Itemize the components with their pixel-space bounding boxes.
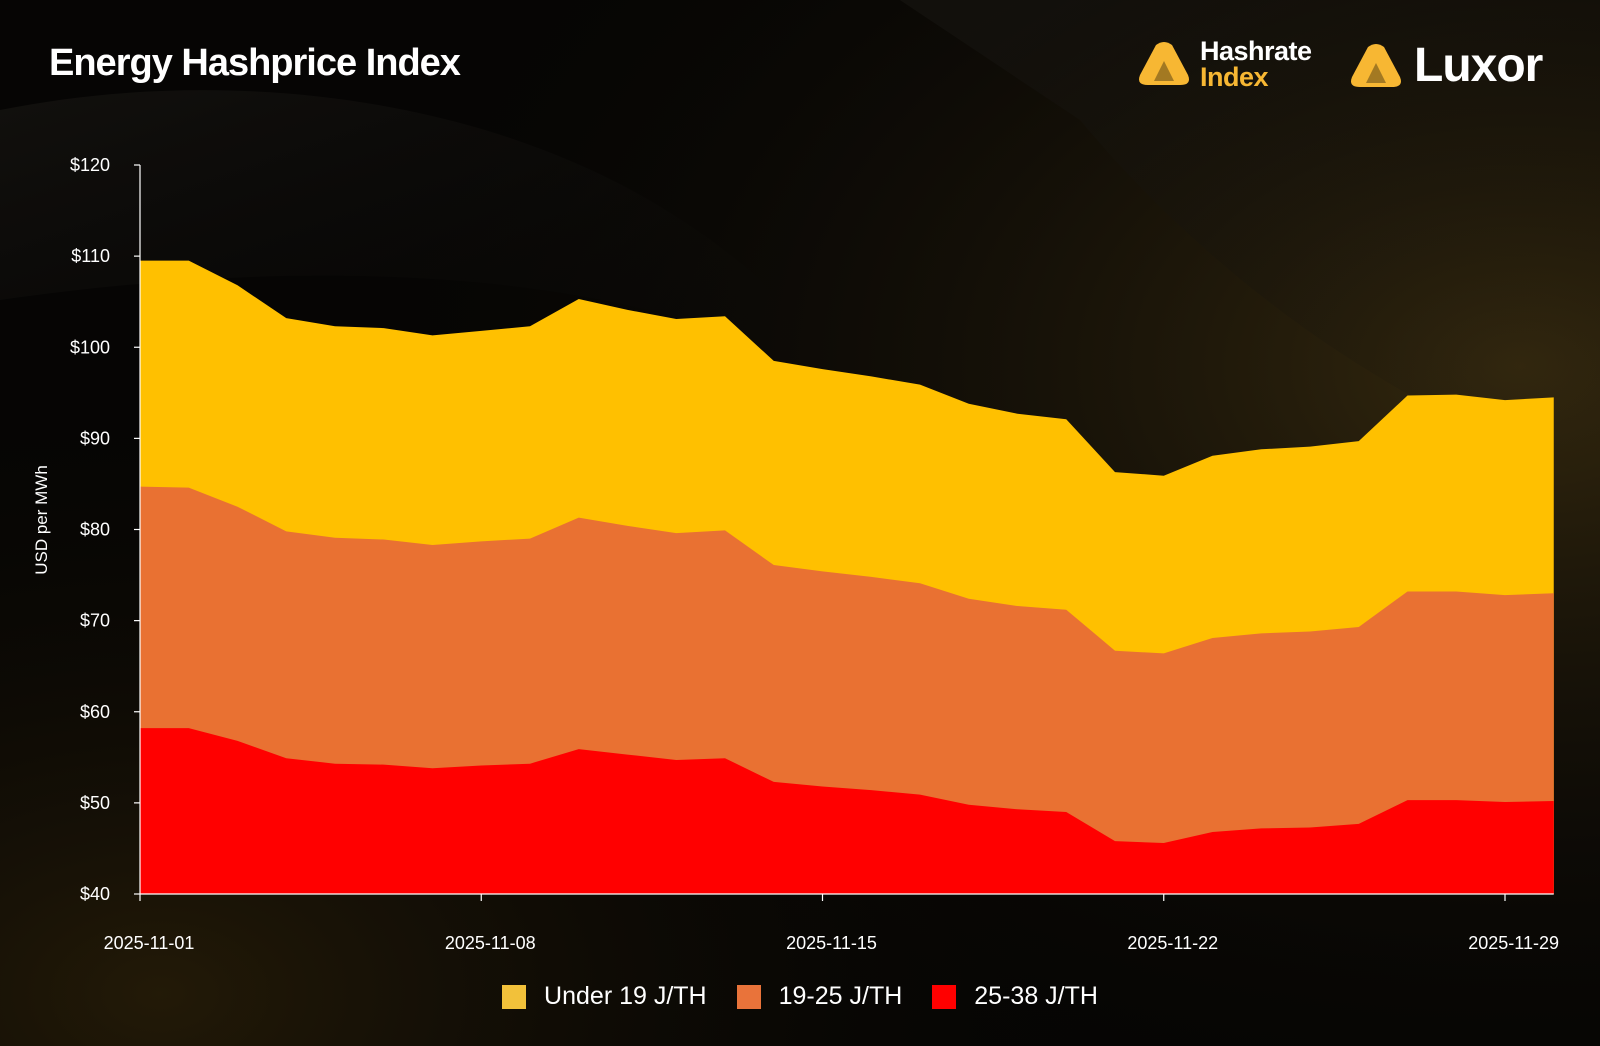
page-title: Energy Hashprice Index (49, 42, 461, 84)
legend-label: Under 19 J/TH (544, 982, 707, 1010)
x-tick-label: 2025-11-15 (786, 933, 877, 953)
y-axis-label: USD per MWh (32, 465, 51, 575)
legend-label: 19-25 J/TH (778, 982, 903, 1010)
x-tick-label: 2025-11-01 (104, 933, 195, 953)
hashrate-index-logo: Hashrate Index (1138, 36, 1312, 92)
luxor-logo: Luxor (1350, 38, 1543, 93)
chart-legend: Under 19 J/TH 19-25 J/TH 25-38 J/TH (0, 982, 1600, 1011)
legend-swatch (502, 984, 527, 1009)
luxor-logo-icon (1351, 43, 1401, 87)
y-tick-label: $40 (80, 884, 110, 904)
y-tick-label: $60 (80, 702, 110, 722)
y-tick-label: $50 (80, 793, 110, 813)
chart-axes: $40 $50 $60 $70 $80 $90 $100 $110 $120 2025-11-01… (70, 155, 1559, 953)
y-tick-label: $120 (70, 155, 110, 175)
hashrate-logo-line1: Hashrate (1200, 36, 1312, 66)
x-tick-label: 2025-11-08 (445, 933, 536, 953)
legend-swatch (736, 984, 761, 1009)
x-tick-label: 2025-11-29 (1468, 933, 1559, 953)
hashrate-index-logo-icon (1139, 42, 1189, 85)
y-tick-label: $80 (80, 520, 110, 540)
legend-item: Under 19 J/TH (502, 982, 707, 1011)
x-tick-label: 2025-11-22 (1127, 933, 1218, 953)
legend-label: 25-38 J/TH (974, 982, 1098, 1010)
legend-item: 25-38 J/TH (932, 982, 1098, 1011)
hashrate-logo-line2: Index (1200, 62, 1269, 92)
y-tick-label: $100 (70, 337, 110, 357)
chart-areas (140, 260, 1554, 894)
y-tick-label: $110 (71, 246, 110, 266)
luxor-logo-text: Luxor (1414, 39, 1543, 92)
legend-swatch (932, 984, 957, 1009)
legend-item: 19-25 J/TH (736, 982, 903, 1011)
y-tick-label: $90 (80, 428, 110, 448)
area-series-3 (140, 728, 1554, 894)
y-tick-label: $70 (80, 611, 110, 631)
